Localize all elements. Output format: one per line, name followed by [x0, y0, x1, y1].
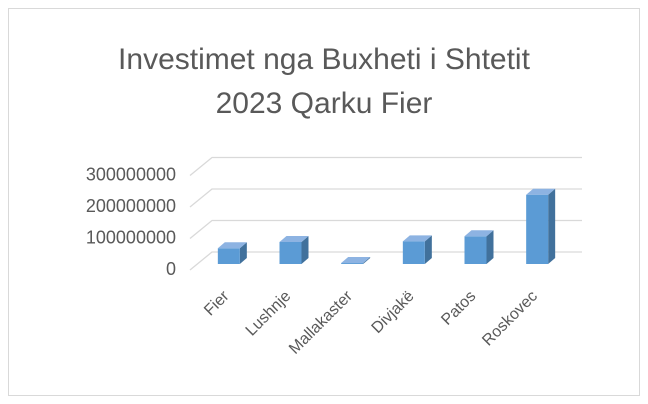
bar-top — [526, 188, 556, 195]
bar-side — [486, 230, 494, 264]
chart-title: Investimet nga Buxheti i Shtetit 2023 Qa… — [118, 43, 530, 120]
bar — [279, 241, 302, 264]
grid-line — [189, 219, 582, 240]
bar-side — [363, 257, 371, 264]
y-tick-label: 300000000 — [86, 164, 176, 184]
bar — [341, 263, 364, 264]
bar — [402, 241, 425, 264]
bar-side — [301, 235, 309, 264]
bar — [217, 248, 240, 264]
bar — [526, 194, 549, 264]
bar — [464, 236, 487, 264]
y-tick-label: 100000000 — [86, 227, 176, 247]
bar-top — [402, 235, 432, 242]
grid-line — [189, 251, 582, 271]
grid-line — [189, 156, 582, 177]
bar-side — [424, 235, 432, 264]
bar-top — [464, 230, 494, 237]
y-tick-label: 200000000 — [86, 196, 176, 216]
bar-top — [279, 235, 309, 242]
y-tick-label: 0 — [166, 259, 176, 279]
bar-top — [341, 257, 371, 264]
grid-line — [189, 188, 582, 208]
bar-side — [239, 242, 247, 264]
bar-top — [217, 242, 247, 249]
bar-side — [548, 188, 556, 264]
